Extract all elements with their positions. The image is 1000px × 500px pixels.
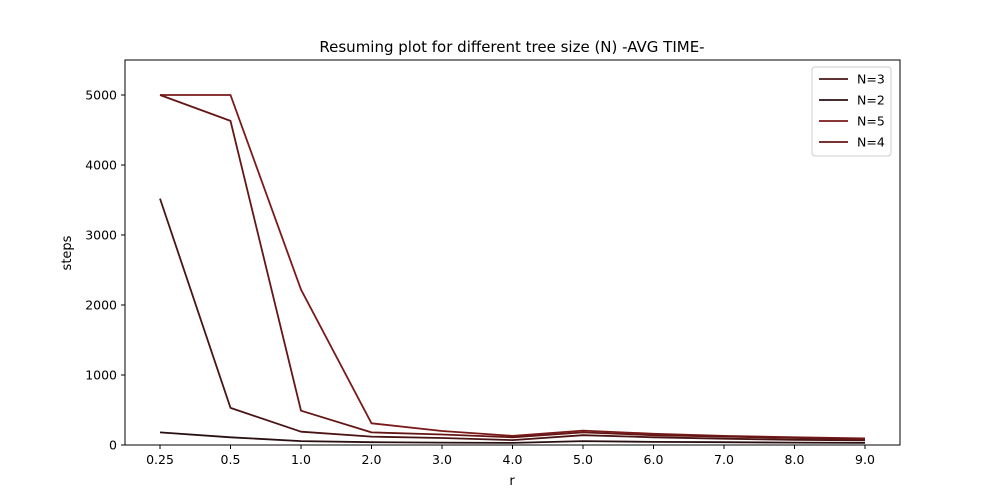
- y-tick-label: 2000: [85, 298, 117, 313]
- legend-label: N=3: [857, 72, 885, 87]
- legend-label: N=4: [857, 135, 885, 150]
- x-tick-label: 8.0: [785, 452, 805, 467]
- plot-area: [124, 59, 901, 446]
- legend-box: [811, 66, 892, 157]
- x-tick-label: 1.0: [291, 452, 311, 467]
- x-tick-label: 5.0: [573, 452, 593, 467]
- x-tick-label: 9.0: [855, 452, 875, 467]
- chart-title: Resuming plot for different tree size (N…: [319, 38, 704, 56]
- legend: N=3 N=2 N=5 N=4: [811, 66, 892, 157]
- plot-frame: [124, 59, 901, 446]
- y-axis-label: steps: [60, 235, 75, 270]
- series-lines: [159, 94, 866, 444]
- x-tick-label: 2.0: [362, 452, 382, 467]
- y-tick-label: 5000: [85, 88, 117, 103]
- y-axis: 0 1000 2000 3000 4000 5000: [85, 88, 125, 453]
- x-tick-label: 7.0: [714, 452, 734, 467]
- series-line-n4: [159, 94, 866, 441]
- y-tick-label: 4000: [85, 158, 117, 173]
- x-tick-label: 4.0: [503, 452, 523, 467]
- y-tick-label: 3000: [85, 228, 117, 243]
- x-axis: 0.25 0.5 1.0 2.0 3.0 4.0 5.0 6.0 7.0 8.0 9.0: [146, 445, 875, 467]
- y-tick-label: 1000: [85, 368, 117, 383]
- x-tick-label: 0.5: [221, 452, 241, 467]
- x-tick-label: 0.25: [146, 452, 174, 467]
- x-tick-label: 3.0: [432, 452, 452, 467]
- x-tick-label: 6.0: [644, 452, 664, 467]
- series-line-n2: [159, 431, 866, 444]
- legend-label: N=2: [857, 93, 885, 108]
- legend-label: N=5: [857, 114, 885, 129]
- y-tick-label: 0: [109, 438, 117, 453]
- series-line-n3: [159, 198, 866, 442]
- x-axis-label: r: [509, 474, 515, 489]
